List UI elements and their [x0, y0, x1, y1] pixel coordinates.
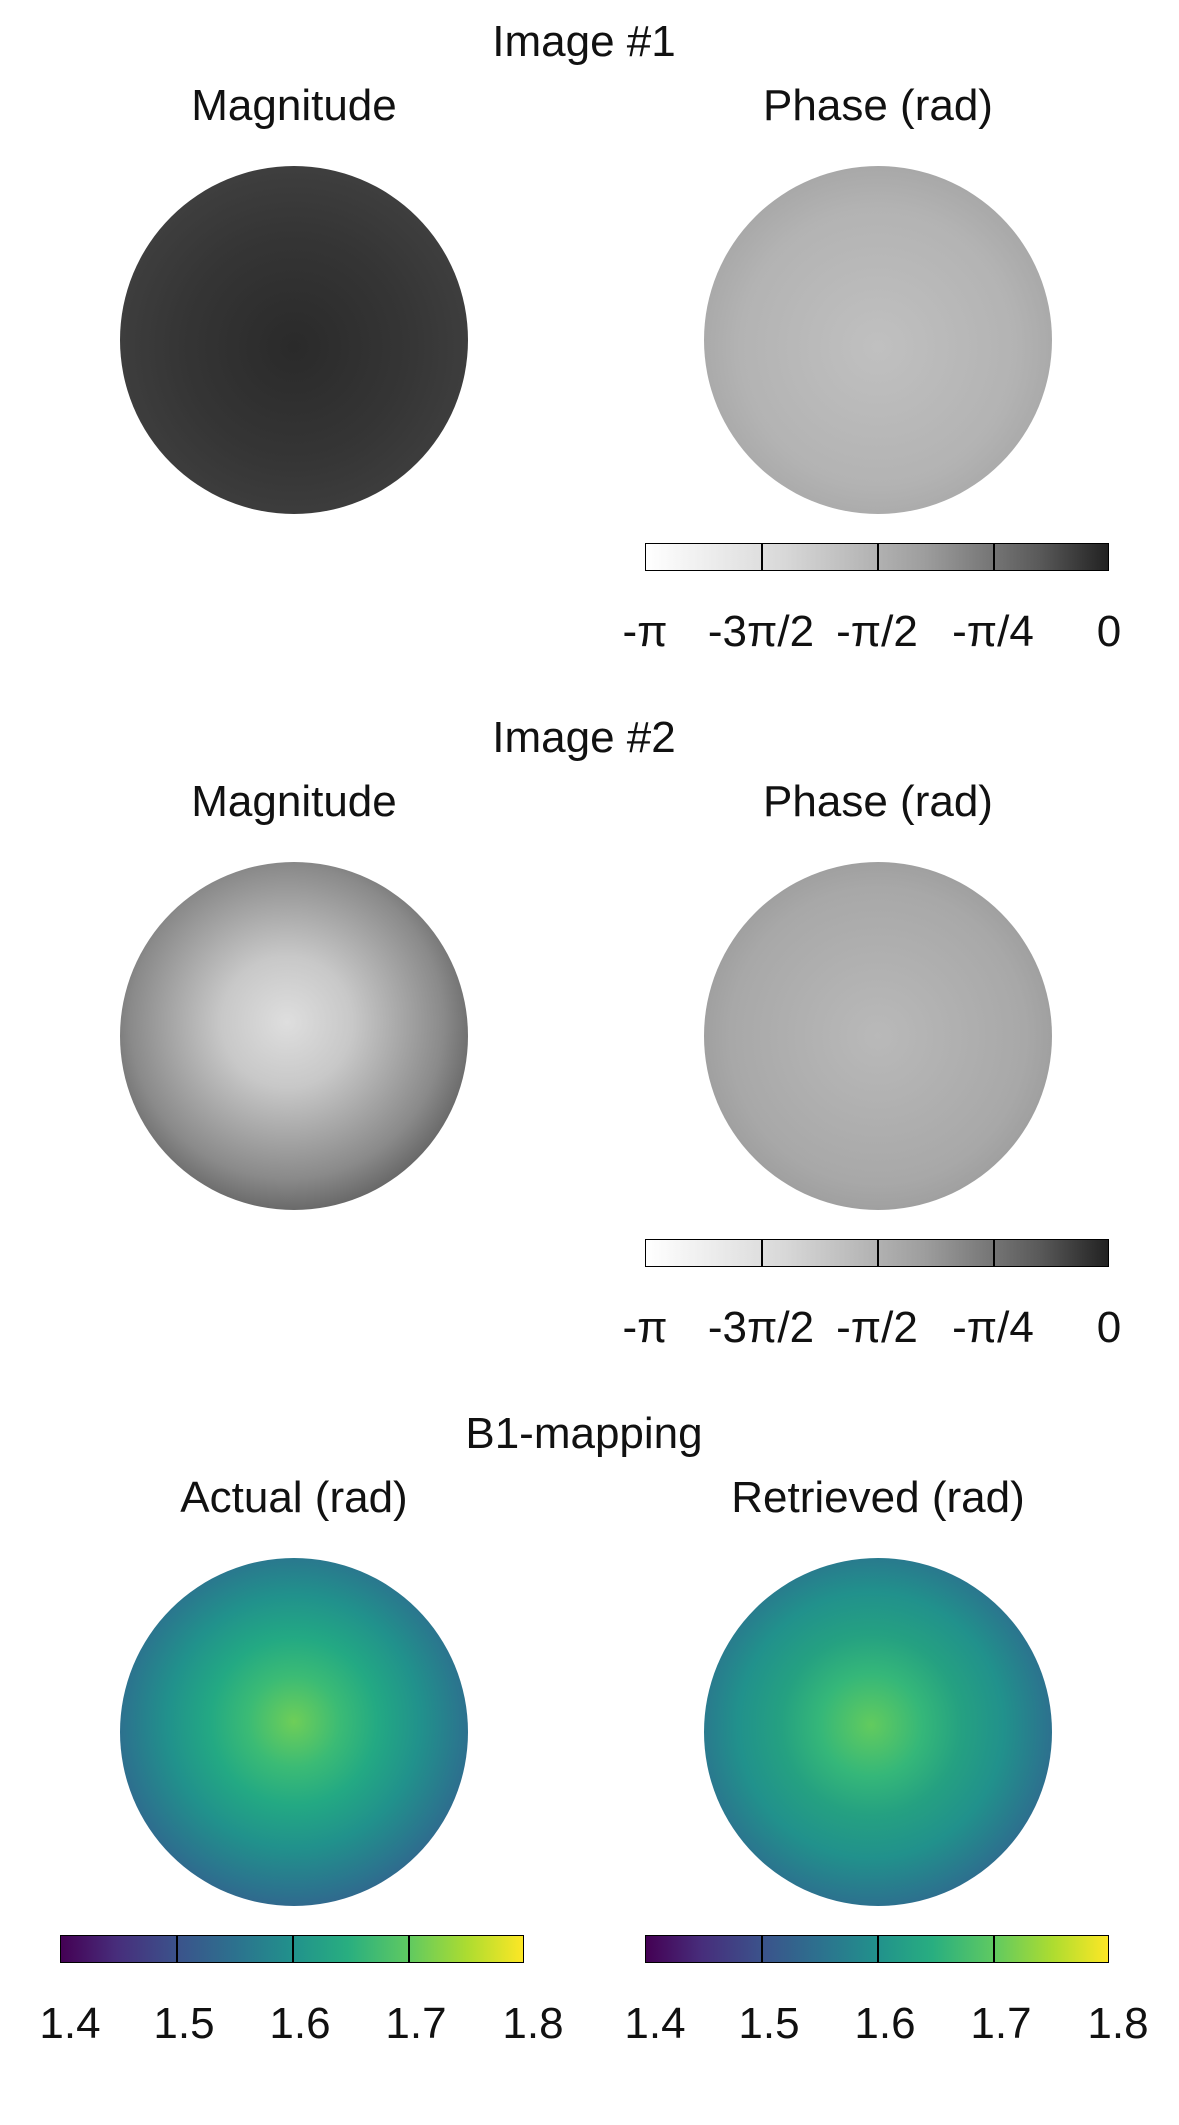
- colorbar-divider: [993, 1240, 995, 1266]
- colorbar-divider: [761, 1240, 763, 1266]
- image2-magnitude-map: [120, 862, 468, 1210]
- colorbar-tick-label: -3π/2: [708, 610, 814, 654]
- colorbar-tick-label: -π/2: [836, 610, 918, 654]
- panel-title-b1-retrieved: Retrieved (rad): [731, 1476, 1024, 1520]
- colorbar-tick-label: 1.8: [502, 2002, 563, 2046]
- colorbar-tick-label: -π: [622, 610, 667, 654]
- colorbar-tick-label: 1.5: [738, 2002, 799, 2046]
- colorbar-tick-label: -π/2: [836, 1306, 918, 1350]
- colorbar-divider: [877, 1240, 879, 1266]
- panel-title-image1-magnitude: Magnitude: [191, 84, 396, 128]
- colorbar-tick-label: 1.6: [269, 2002, 330, 2046]
- colorbar-tick-label: 1.4: [624, 2002, 685, 2046]
- image1-phase-colorbar: [645, 543, 1109, 571]
- image2-phase-colorbar: [645, 1239, 1109, 1267]
- section-title-image-1: Image #1: [492, 20, 675, 64]
- colorbar-tick-label: 1.8: [1087, 2002, 1148, 2046]
- colorbar-divider: [292, 1936, 294, 1962]
- colorbar-tick-label: -π: [622, 1306, 667, 1350]
- colorbar-tick-label: 1.5: [153, 2002, 214, 2046]
- colorbar-divider: [761, 544, 763, 570]
- panel-title-image2-phase: Phase (rad): [763, 780, 993, 824]
- image1-magnitude-map: [120, 166, 468, 514]
- panel-title-image1-phase: Phase (rad): [763, 84, 993, 128]
- image2-phase-map: [704, 862, 1052, 1210]
- b1-actual-colorbar: [60, 1935, 524, 1963]
- image1-phase-map: [704, 166, 1052, 514]
- colorbar-tick-label: 1.6: [854, 2002, 915, 2046]
- colorbar-tick-label: 1.7: [970, 2002, 1031, 2046]
- colorbar-divider: [877, 544, 879, 570]
- colorbar-tick-label: -3π/2: [708, 1306, 814, 1350]
- section-title-image-2: Image #2: [492, 716, 675, 760]
- b1-retrieved-map: [704, 1558, 1052, 1906]
- colorbar-tick-label: 0: [1097, 1306, 1121, 1350]
- colorbar-tick-label: 0: [1097, 610, 1121, 654]
- colorbar-divider: [877, 1936, 879, 1962]
- colorbar-tick-label: -π/4: [952, 1306, 1034, 1350]
- colorbar-divider: [408, 1936, 410, 1962]
- colorbar-divider: [993, 1936, 995, 1962]
- section-title-b1-mapping: B1-mapping: [465, 1412, 702, 1456]
- colorbar-tick-label: 1.7: [385, 2002, 446, 2046]
- panel-title-image2-magnitude: Magnitude: [191, 780, 396, 824]
- colorbar-tick-label: -π/4: [952, 610, 1034, 654]
- colorbar-divider: [993, 544, 995, 570]
- panel-title-b1-actual: Actual (rad): [180, 1476, 407, 1520]
- colorbar-tick-label: 1.4: [39, 2002, 100, 2046]
- b1-actual-map: [120, 1558, 468, 1906]
- b1-retrieved-colorbar: [645, 1935, 1109, 1963]
- colorbar-divider: [761, 1936, 763, 1962]
- colorbar-divider: [176, 1936, 178, 1962]
